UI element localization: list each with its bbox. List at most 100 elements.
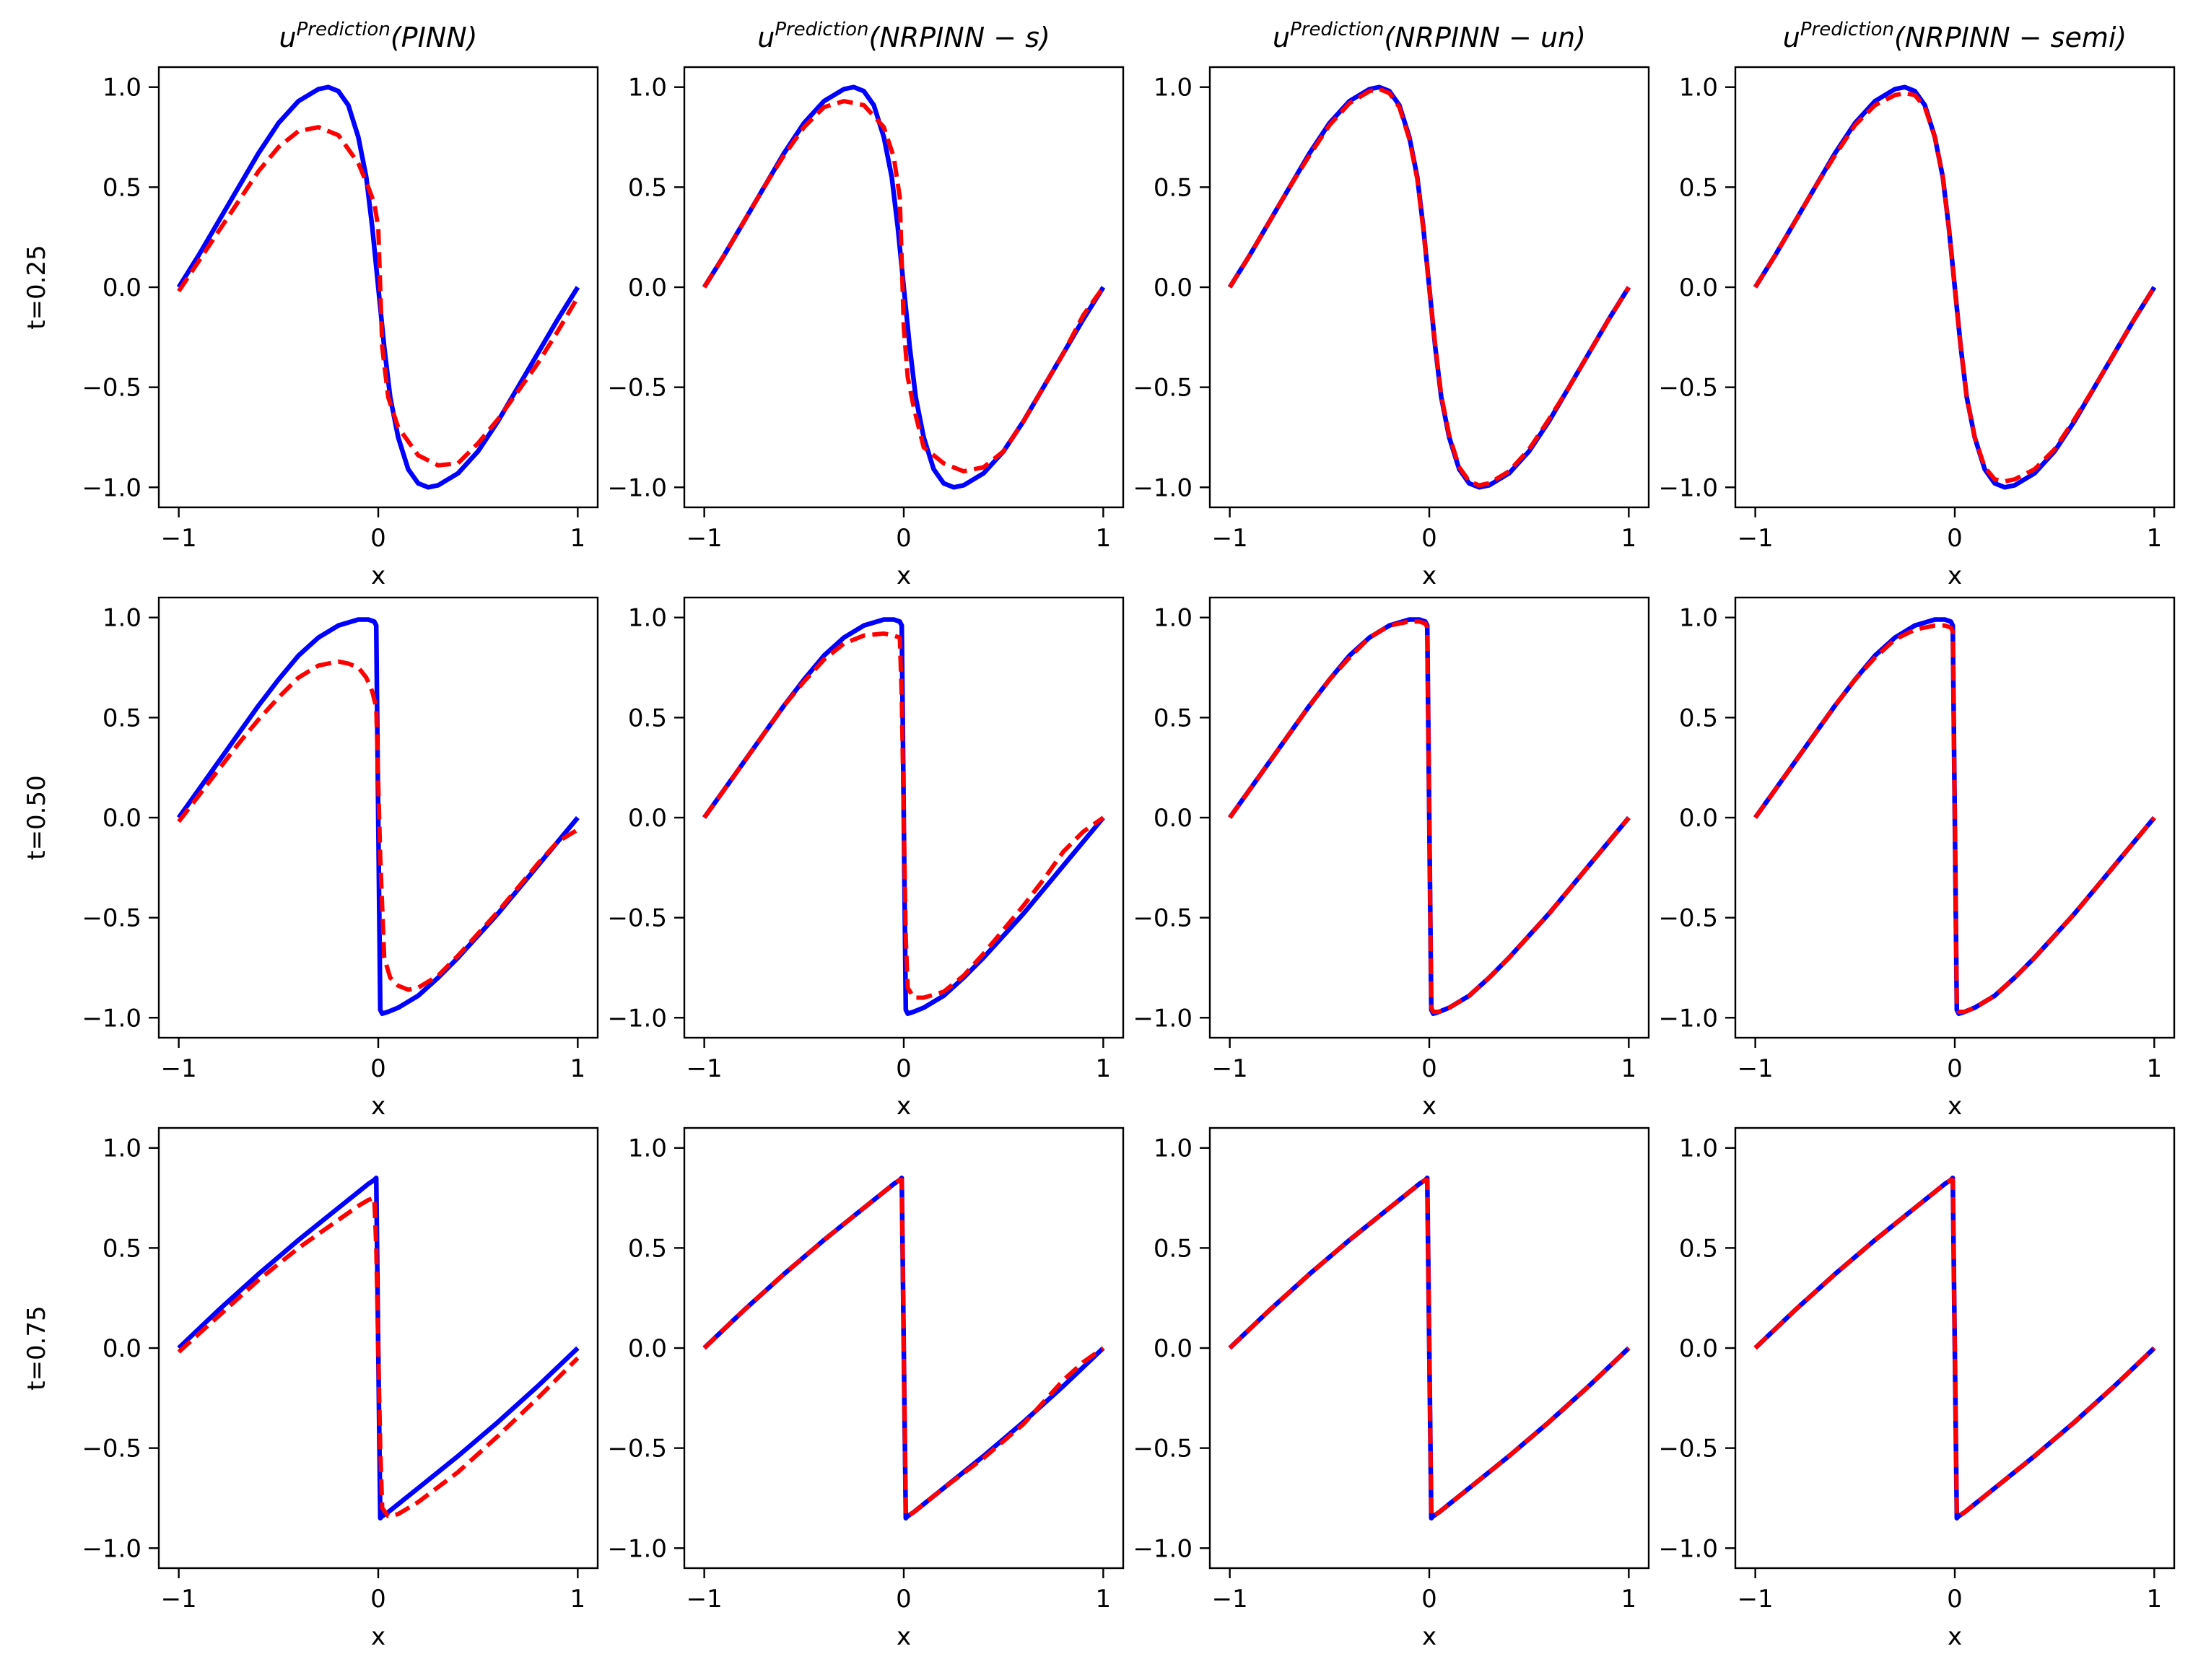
row-label-2: t=0.75 [22,1305,51,1391]
series-group [177,1176,580,1521]
x-tick-label: 0 [1947,524,1963,553]
x-tick-label: 1 [2147,1054,2163,1083]
y-tick-label: 0.0 [103,804,141,833]
x-tick-label: 1 [1621,1585,1637,1614]
y-tick-label: −1.0 [1133,1004,1193,1033]
subplot-r2-c1: −1.0 −0.5 0.0 0.5 1.0 −1 0 1 x [607,1126,1125,1651]
y-tick-label: −0.5 [82,1435,141,1464]
y-tick-label: 0.5 [628,704,667,732]
series-group [1753,84,2157,490]
exact-solution-line [1753,84,2157,490]
x-axis-label: x [897,1622,911,1651]
column-title-3: uPrediction(NRPINN − semi) [1783,19,2127,53]
series-group [702,84,1106,490]
series-group [1227,617,1631,1016]
x-tick-label: 0 [370,1054,386,1083]
x-tick-label: −1 [1738,524,1774,553]
y-tick-label: 0.0 [1679,804,1718,833]
x-tick-label: 1 [2147,524,2163,553]
subplot-r2-c3: −1.0 −0.5 0.0 0.5 1.0 −1 0 1 x [1658,1126,2176,1651]
column-title-1: uPrediction(NRPINN − s) [757,19,1050,53]
y-tick-label: 0.5 [103,704,141,732]
prediction-line [1228,619,1631,1014]
series-group [1753,617,2156,1016]
exact-solution-line [1227,617,1631,1016]
x-axis-label: x [1948,561,1962,590]
x-axis-label: x [897,1092,911,1121]
x-tick-label: −1 [1212,1054,1248,1083]
exact-solution-line [702,617,1105,1016]
y-tick-label: 0.5 [103,173,141,202]
x-tick-label: 1 [1096,524,1112,553]
x-tick-label: 0 [896,1585,912,1614]
y-tick-label: −1.0 [1658,1534,1718,1563]
y-tick-label: 1.0 [1154,1134,1193,1163]
y-tick-label: 1.0 [628,604,667,633]
y-tick-label: 1.0 [103,74,141,102]
x-tick-label: 1 [1096,1054,1112,1083]
subplot-r2-c2: −1.0 −0.5 0.0 0.5 1.0 −1 0 1 x [1133,1126,1650,1651]
subplot-r1-c0: −1.0 −0.5 0.0 0.5 1.0 −1 0 1 x [82,596,599,1121]
y-tick-label: −0.5 [607,904,667,933]
x-tick-label: 0 [370,524,386,553]
x-tick-label: −1 [1212,524,1248,553]
x-tick-label: 1 [570,524,586,553]
x-tick-label: −1 [161,524,197,553]
x-axis-label: x [371,1622,385,1651]
y-tick-label: −0.5 [1658,1435,1718,1464]
subplot-r1-c2: −1.0 −0.5 0.0 0.5 1.0 −1 0 1 x [1133,596,1650,1121]
x-tick-label: −1 [686,524,723,553]
y-tick-label: 0.0 [103,1334,141,1363]
y-tick-label: 0.5 [1679,704,1718,732]
y-tick-label: 0.0 [1154,804,1193,833]
y-tick-label: 0.5 [1154,173,1193,202]
column-title-2: uPrediction(NRPINN − un) [1273,19,1586,53]
series-group [176,617,580,1016]
y-tick-label: −1.0 [82,1534,141,1563]
x-tick-label: 0 [1947,1054,1963,1083]
x-tick-label: −1 [161,1054,197,1083]
x-axis-label: x [1422,1622,1436,1651]
prediction-line [1753,91,2156,484]
y-tick-label: 1.0 [628,74,667,102]
y-tick-label: 0.5 [1154,1234,1193,1263]
prediction-line [1753,1178,2156,1518]
prediction-line [1228,1178,1631,1518]
y-tick-label: 1.0 [103,604,141,633]
y-tick-label: −0.5 [82,374,141,403]
row-label-1: t=0.50 [22,775,51,860]
x-tick-label: −1 [686,1585,723,1614]
x-tick-label: 1 [1096,1585,1112,1614]
x-axis-label: x [1422,561,1436,590]
y-tick-label: −0.5 [1658,904,1718,933]
y-tick-label: 0.5 [1679,1234,1718,1263]
subplot-r0-c2: −1.0 −0.5 0.0 0.5 1.0 −1 0 1 x [1133,66,1650,590]
x-tick-label: 0 [370,1585,386,1614]
y-tick-label: −1.0 [1133,1534,1193,1563]
y-tick-label: −1.0 [1658,473,1718,502]
y-tick-label: −0.5 [82,904,141,933]
x-tick-label: −1 [1738,1585,1774,1614]
y-tick-label: −1.0 [607,1534,667,1563]
subplot-r2-c0: −1.0 −0.5 0.0 0.5 1.0 −1 0 1 x [82,1126,599,1651]
y-tick-label: 0.0 [628,274,667,302]
y-tick-label: −1.0 [82,1004,141,1033]
x-tick-label: −1 [1212,1585,1248,1614]
y-tick-label: 0.0 [628,804,667,833]
x-tick-label: 1 [570,1054,586,1083]
x-tick-label: 0 [1421,1585,1437,1614]
y-tick-label: 0.5 [628,173,667,202]
x-tick-label: 1 [2147,1585,2163,1614]
x-tick-label: 1 [1621,1054,1637,1083]
y-tick-label: 0.0 [1154,1334,1193,1363]
y-tick-label: 1.0 [1679,1134,1718,1163]
y-tick-label: −0.5 [1133,1435,1193,1464]
prediction-line [177,1196,580,1518]
prediction-line [702,99,1105,474]
x-axis-label: x [371,561,385,590]
prediction-line [177,125,580,468]
y-tick-label: −1.0 [607,473,667,502]
prediction-line [702,1178,1105,1518]
series-group [1228,1176,1631,1521]
